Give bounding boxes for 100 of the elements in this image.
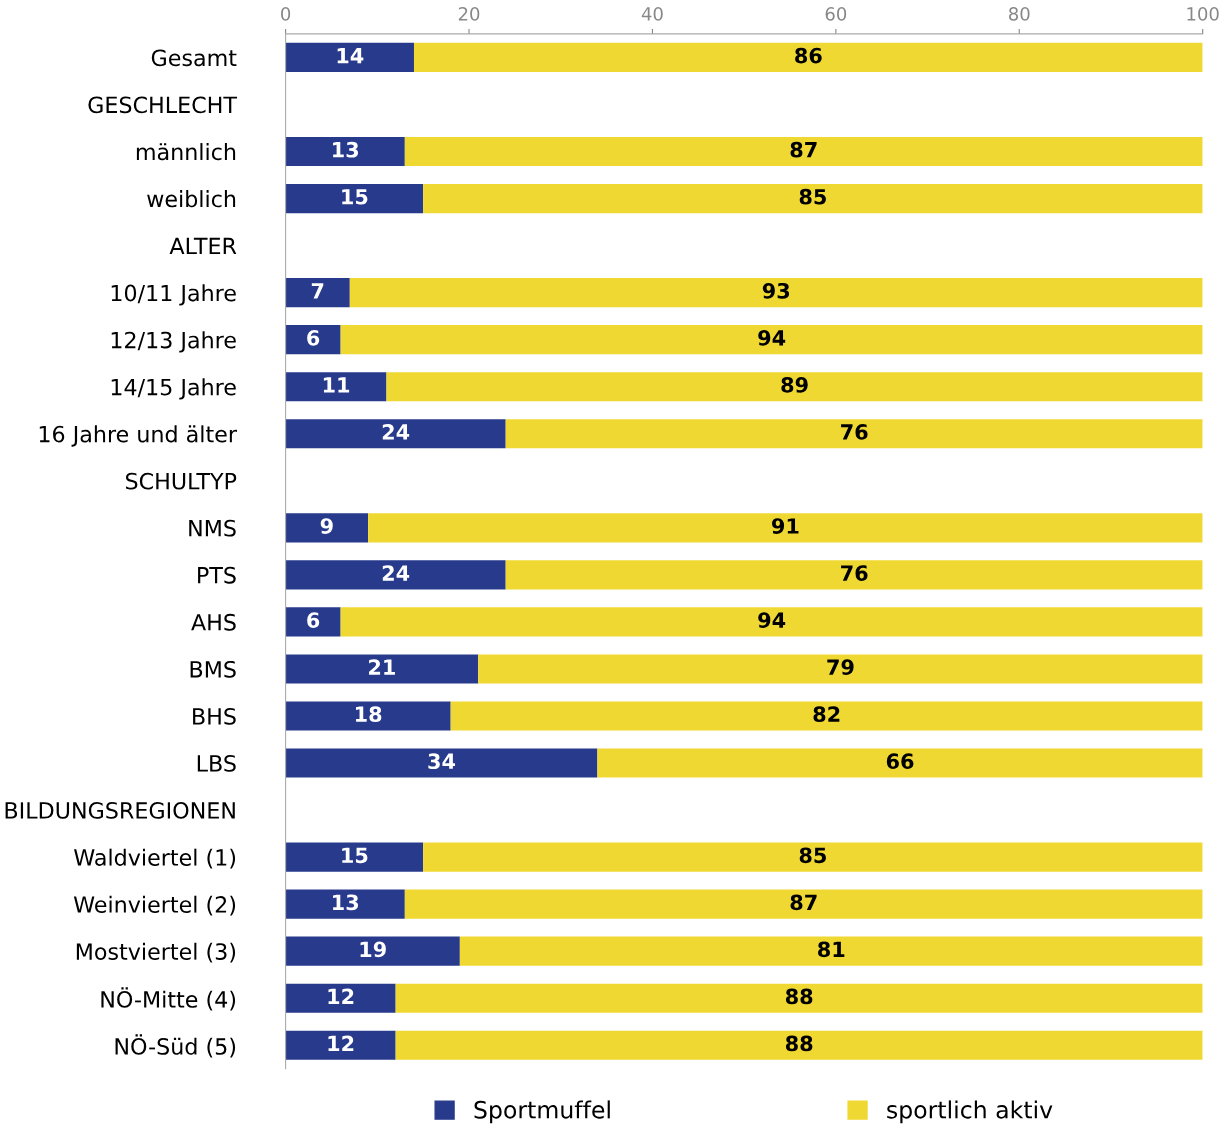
bar (285, 842, 424, 872)
data-label: 15 (342, 189, 368, 205)
data-label: 24 (382, 565, 410, 581)
legend-label: Sportmuffel (474, 1100, 610, 1124)
bar (285, 136, 405, 167)
data-label: 11 (323, 377, 350, 393)
bar (349, 278, 1203, 308)
data-label: 85 (799, 188, 826, 205)
y-tick-label: männlich (136, 143, 236, 161)
y-tick-label: Gesamt (151, 49, 237, 67)
bar (285, 513, 369, 543)
bar (285, 701, 451, 731)
y-tick-label: 14/15 Jahre (111, 378, 236, 400)
data-label: 12 (328, 1035, 354, 1052)
bar (285, 372, 387, 402)
data-label: 13 (333, 141, 359, 158)
bar (368, 513, 1203, 543)
bar (423, 842, 1203, 872)
data-label: 94 (758, 612, 786, 628)
data-label: 34 (428, 753, 456, 770)
bar (285, 325, 341, 355)
legend-label: sportlich aktiv (887, 1100, 1053, 1124)
bar (285, 748, 598, 778)
bar (450, 701, 1203, 731)
bar (404, 889, 1203, 919)
bar (505, 419, 1203, 449)
bar (478, 654, 1203, 684)
data-label: 79 (827, 659, 854, 676)
x-tick-label: 20 (458, 7, 480, 21)
y-tick-label: NÖ-Mitte (4) (101, 987, 236, 1011)
bar (505, 560, 1203, 590)
y-tick-label: NMS (189, 519, 236, 537)
y-tick-label: 16 Jahre und älter (39, 425, 237, 447)
bar (285, 1030, 396, 1060)
data-label: 82 (813, 706, 840, 723)
bar (285, 654, 479, 684)
x-tick-label: 100 (1187, 7, 1219, 21)
bar (413, 42, 1203, 73)
bar (285, 560, 506, 590)
bar (395, 1030, 1203, 1060)
y-tick-label: ALTER (169, 237, 237, 255)
y-tick-label: 10/11 Jahre (111, 284, 236, 306)
x-tick-label: 80 (1009, 7, 1030, 21)
data-label: 19 (360, 941, 386, 958)
bar (340, 607, 1203, 637)
data-label: 21 (369, 659, 395, 675)
y-tick-label: NÖ-Süd (5) (115, 1034, 236, 1058)
y-tick-label: BILDUNGSREGIONEN (5, 802, 235, 819)
data-label: 7 (311, 283, 324, 299)
bar (597, 748, 1203, 778)
data-label: 86 (795, 47, 822, 64)
data-label: 12 (328, 988, 354, 1004)
bar (423, 183, 1203, 214)
data-label: 91 (771, 518, 799, 534)
data-label: 89 (781, 377, 808, 393)
y-tick-label: BMS (190, 660, 236, 678)
bar (404, 136, 1203, 167)
bar (285, 278, 350, 308)
x-tick-label: 40 (641, 7, 663, 21)
y-tick-label: Waldviertel (1) (74, 848, 236, 869)
bar (285, 42, 414, 73)
bar (340, 325, 1203, 355)
y-tick-label: BHS (193, 707, 236, 725)
bar (386, 372, 1203, 402)
data-label: 88 (785, 988, 813, 1005)
data-label: 6 (307, 612, 320, 628)
data-label: 18 (355, 706, 382, 723)
bar (285, 183, 424, 214)
data-label: 94 (758, 329, 786, 346)
bar (285, 936, 460, 966)
data-label: 85 (799, 847, 826, 864)
data-label: 14 (337, 48, 364, 64)
data-label: 93 (762, 282, 790, 299)
data-label: 88 (785, 1035, 813, 1052)
data-label: 15 (342, 847, 368, 864)
bar (285, 419, 506, 449)
data-label: 6 (307, 329, 320, 346)
data-label: 76 (841, 424, 868, 440)
y-tick-label: Mostviertel (3) (76, 942, 236, 963)
y-tick-label: LBS (197, 754, 236, 772)
y-tick-label: GESCHLECHT (88, 96, 238, 114)
data-label: 76 (841, 565, 868, 581)
bar (395, 983, 1203, 1013)
bar (285, 889, 405, 919)
data-label: 87 (790, 894, 817, 911)
data-label: 9 (320, 518, 333, 534)
y-tick-label: SCHULTYP (125, 472, 237, 490)
data-label: 87 (790, 141, 817, 158)
y-tick-label: AHS (191, 613, 236, 631)
data-label: 66 (886, 753, 914, 770)
x-tick-label: 60 (825, 7, 847, 21)
data-label: 13 (333, 894, 359, 911)
y-tick-label: Weinviertel (2) (73, 895, 236, 916)
x-tick-label: 0 (281, 7, 291, 21)
data-label: 81 (818, 941, 845, 958)
y-tick-label: weiblich (147, 190, 236, 208)
bar (285, 607, 341, 637)
data-label: 24 (382, 424, 410, 440)
bar (285, 983, 396, 1013)
y-tick-label: 12/13 Jahre (111, 331, 236, 353)
